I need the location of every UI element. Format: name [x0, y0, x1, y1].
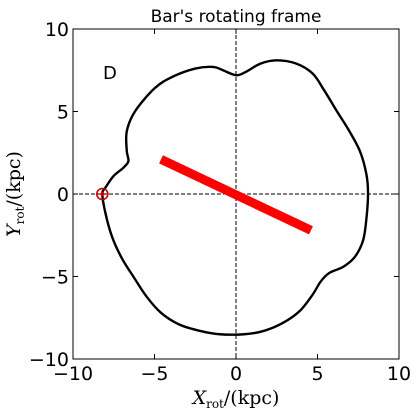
y-axis-symbol: Y	[3, 222, 25, 237]
position-marker-ring	[96, 187, 109, 201]
position-marker-dot	[100, 192, 105, 196]
orbit-line	[101, 59, 370, 336]
y-tick-label: 0	[57, 184, 69, 206]
x-tick-label: 5	[311, 363, 323, 385]
x-axis-subscript: rot	[206, 397, 224, 411]
x-axis-label: Xrot/(kpc)	[191, 387, 280, 411]
panel-label: D	[103, 63, 117, 84]
y-axis-subscript: rot	[13, 206, 27, 224]
x-tick-label: 10	[387, 363, 411, 385]
x-axis-unit: /(kpc)	[224, 387, 280, 409]
axis-ticks: −10 −5 0 5 10 −10 −5 0 5 10	[29, 19, 411, 385]
y-tick-label: −5	[41, 267, 69, 289]
y-axis-label: Yrot/(kpc)	[3, 151, 27, 237]
y-tick-label: 5	[57, 102, 69, 124]
x-axis-symbol: X	[191, 387, 208, 409]
plot-area	[73, 29, 399, 359]
y-axis-unit: /(kpc)	[3, 151, 25, 207]
y-tick-label: −10	[29, 349, 69, 371]
x-tick-label: 0	[230, 363, 242, 385]
chart-title: Bar's rotating frame	[151, 7, 322, 27]
bar-line	[159, 155, 313, 235]
y-tick-label: 10	[45, 19, 69, 41]
x-tick-label: −10	[53, 363, 93, 385]
x-tick-label: −5	[140, 363, 168, 385]
